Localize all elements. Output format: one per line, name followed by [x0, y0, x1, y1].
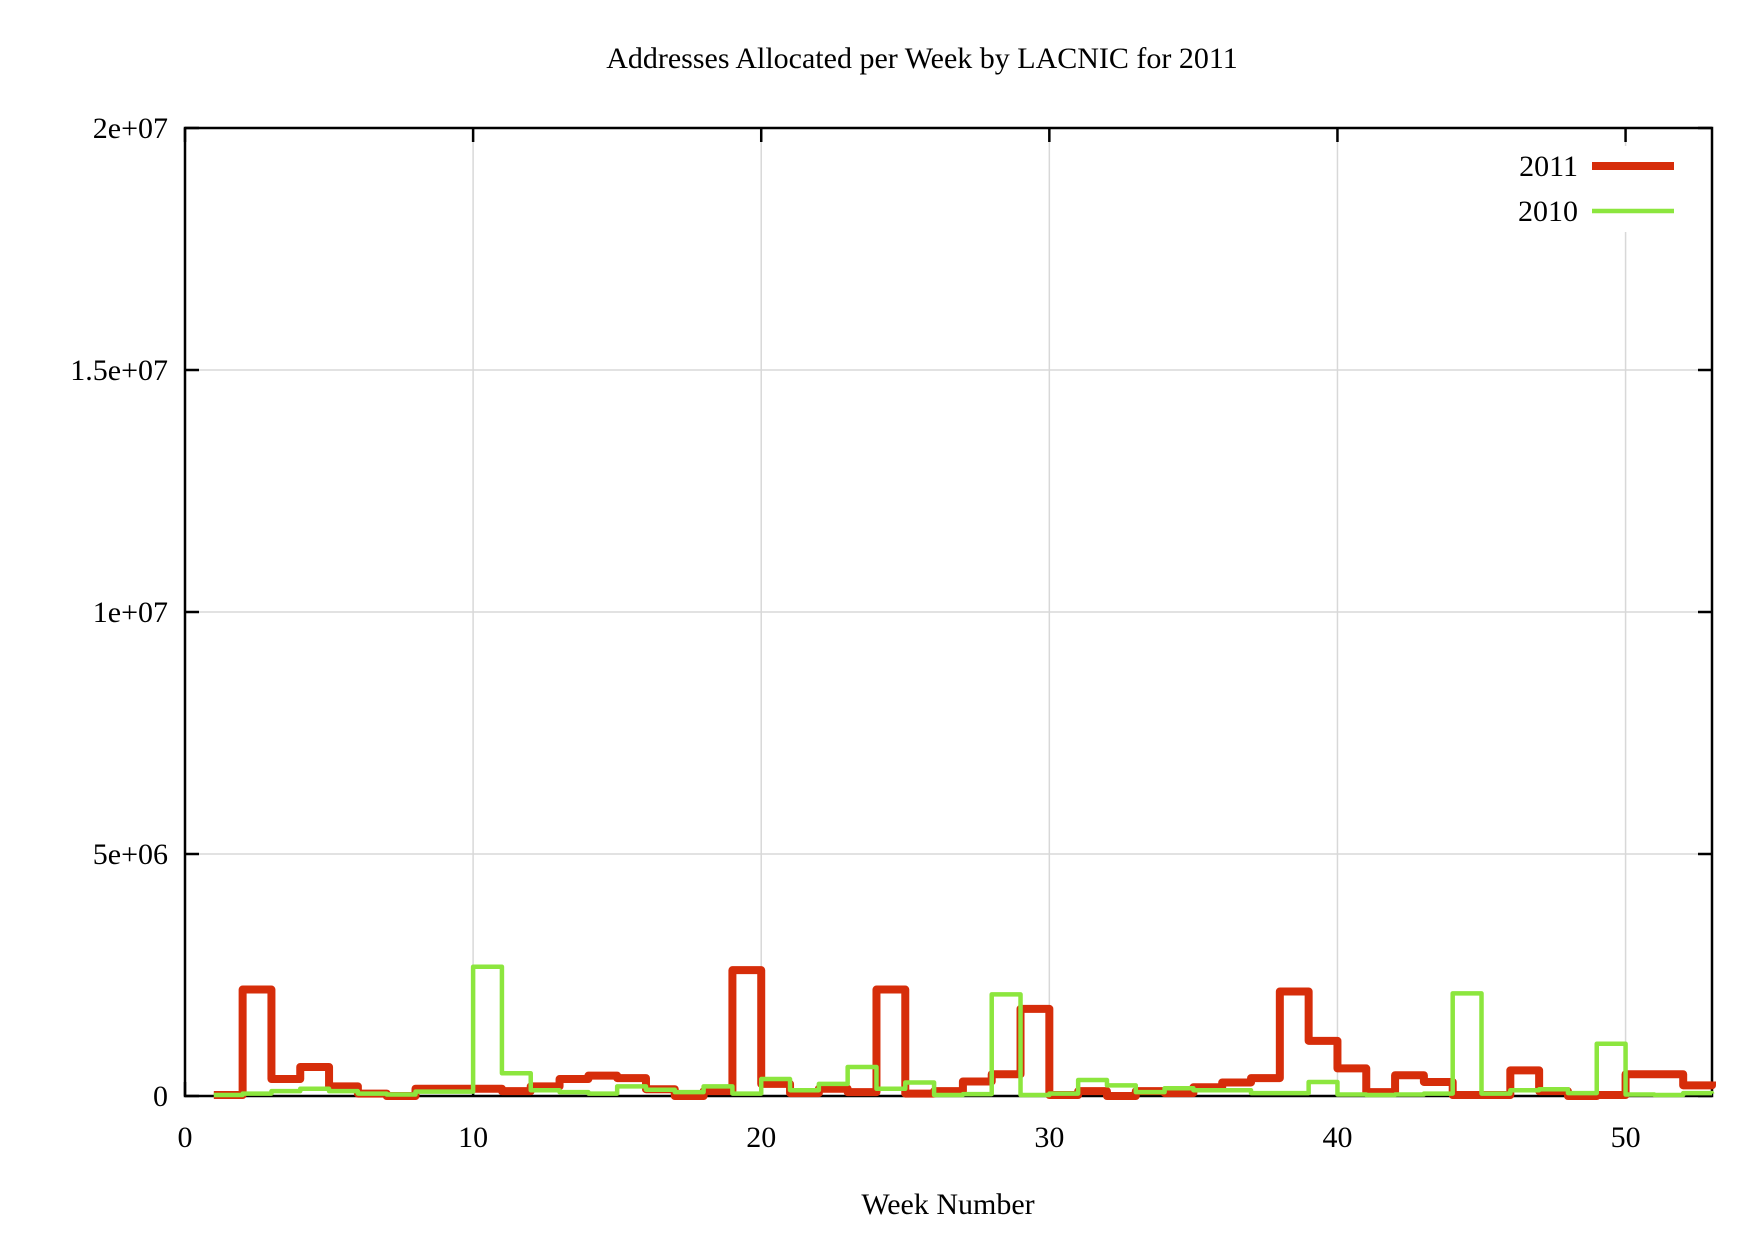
x-tick-label: 30 — [1034, 1121, 1064, 1154]
legend-box — [1498, 146, 1690, 232]
x-tick-label: 0 — [178, 1121, 193, 1154]
x-tick-label: 50 — [1611, 1121, 1641, 1154]
legend-label-2010: 2010 — [1518, 195, 1578, 228]
series-2010 — [213, 964, 1715, 1098]
x-tick-label: 20 — [746, 1121, 776, 1154]
chart-title: Addresses Allocated per Week by LACNIC f… — [606, 42, 1238, 75]
y-tick-label: 0 — [153, 1080, 168, 1113]
y-tick-label: 1e+07 — [93, 596, 168, 629]
series-2011 — [213, 966, 1716, 1100]
y-tick-label: 5e+06 — [93, 838, 168, 871]
y-tick-label: 1.5e+07 — [70, 354, 168, 387]
x-tick-label: 10 — [458, 1121, 488, 1154]
legend-label-2011: 2011 — [1519, 150, 1578, 183]
y-tick-label: 2e+07 — [93, 112, 168, 145]
x-axis-title: Week Number — [861, 1188, 1035, 1221]
x-tick-label: 40 — [1322, 1121, 1352, 1154]
